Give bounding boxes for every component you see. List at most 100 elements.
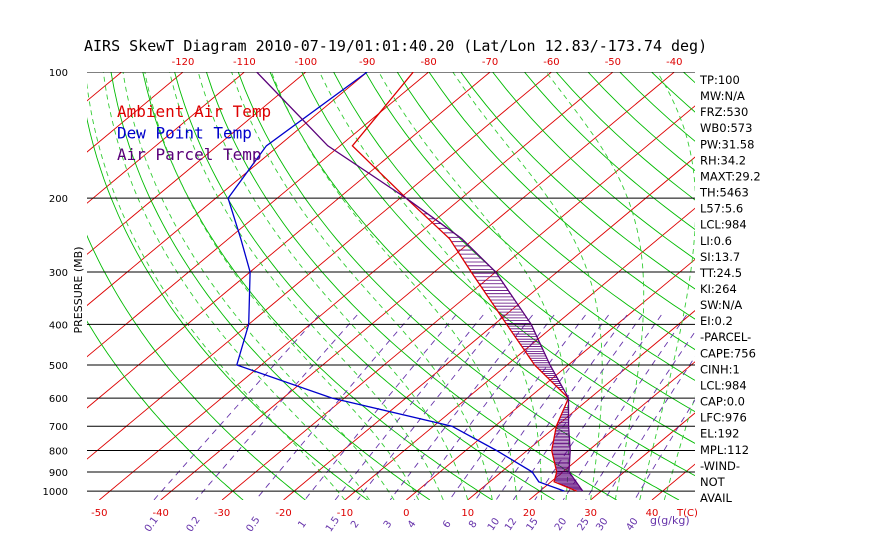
ambient-air-temp-trace — [351, 72, 577, 492]
top-temperature-tick-label: -40 — [666, 57, 682, 68]
legend: Ambient Air Temp Dew Point Temp Air Parcel… — [117, 102, 271, 164]
mixing-ratio-tick-label: 8 — [467, 519, 480, 531]
mixing-ratio-line — [357, 314, 504, 500]
top-temperature-tick-label: -80 — [420, 57, 436, 68]
dry-adiabat-line — [651, 72, 695, 113]
isotherm-line — [87, 72, 184, 153]
legend-entry: Ambient Air Temp — [117, 102, 271, 121]
dry-adiabat-line — [87, 320, 244, 500]
stat-label: PW:31.58 — [700, 137, 754, 151]
pressure-tick-label: 300 — [49, 268, 68, 279]
stat-label: SI:13.7 — [700, 250, 740, 264]
pressure-tick-label: 900 — [49, 468, 68, 479]
dry-adiabat-line — [842, 72, 870, 500]
moist-adiabat-line — [452, 72, 603, 500]
dry-adiabat-line — [174, 72, 555, 500]
stat-label: CAPE:756 — [700, 346, 756, 360]
isotherm-line — [87, 72, 368, 307]
sounding-traces — [227, 72, 584, 492]
stat-label: WB0:573 — [700, 121, 752, 135]
dry-adiabat-line — [396, 72, 695, 351]
stat-label: SW:N/A — [700, 298, 742, 312]
stat-label: MPL:112 — [700, 443, 749, 457]
dry-adiabat-line — [87, 234, 306, 500]
mixing-ratio-line — [604, 356, 695, 500]
top-temperature-tick-label: -100 — [294, 57, 317, 68]
top-temperature-tick-label: -110 — [233, 57, 256, 68]
stat-label: LFC:976 — [700, 411, 747, 425]
dry-adiabat-line — [142, 72, 493, 500]
top-temperature-tick-label: -70 — [482, 57, 498, 68]
top-temperature-tick-label: -60 — [543, 57, 559, 68]
stat-label: -WIND- — [700, 459, 740, 473]
dry-adiabat-line — [269, 72, 695, 477]
dry-adiabat-line — [205, 72, 617, 500]
stat-label: MAXT:29.2 — [700, 169, 761, 183]
bottom-temperature-tick-label: 40 — [646, 508, 659, 519]
moist-adiabat-line — [545, 72, 645, 500]
moist-adiabat-line — [231, 72, 493, 500]
mixing-ratio-tick-label: 20 — [553, 516, 569, 533]
mixing-ratio-line — [153, 314, 320, 500]
stat-label: AVAIL — [700, 491, 733, 505]
mixing-ratio-line — [534, 314, 662, 500]
stat-label: L57:5.6 — [700, 202, 743, 216]
diagram-grid — [0, 72, 870, 500]
chart-title: AIRS SkewT Diagram 2010-07-19/01:01:40.2… — [84, 37, 707, 55]
pressure-tick-label: 100 — [49, 68, 68, 79]
mixing-ratio-tick-label: 0.5 — [245, 515, 263, 534]
pressure-tick-label: 500 — [49, 361, 68, 372]
pressure-tick-label: 800 — [49, 447, 68, 458]
stat-label: FRZ:530 — [700, 105, 748, 119]
moist-adiabat-line — [122, 72, 395, 500]
dry-adiabat-line — [811, 72, 870, 500]
pressure-tick-label: 700 — [49, 422, 68, 433]
isotherm-line — [87, 72, 429, 358]
legend-entry: Dew Point Temp — [117, 124, 252, 143]
air-parcel-temp-trace — [256, 72, 584, 492]
mixing-ratio-tick-label: 12 — [503, 516, 519, 533]
dry-adiabat-line — [333, 72, 695, 413]
dry-adiabat-line — [460, 72, 695, 290]
stat-label: KI:264 — [700, 282, 737, 296]
dry-adiabat-line — [237, 72, 680, 500]
moist-adiabat-line — [639, 72, 695, 500]
mixing-ratio-line — [475, 314, 609, 500]
isotherm-line — [406, 258, 695, 500]
y-axis-label: PRESSURE (MB) — [72, 247, 85, 334]
isotherm-line — [87, 72, 307, 255]
mixing-ratio-tick-label: 1 — [296, 519, 309, 531]
pressure-tick-label: 1000 — [43, 487, 68, 498]
dry-adiabat-line — [301, 72, 695, 444]
legend-entry: Air Parcel Temp — [117, 145, 262, 164]
stat-label: TH:5463 — [699, 186, 749, 200]
stat-label: LCL:984 — [700, 218, 747, 232]
bottom-temperature-tick-label: 10 — [461, 508, 474, 519]
stat-label: -PARCEL- — [700, 330, 751, 344]
dry-adiabat-line — [524, 72, 695, 230]
isotherm-line — [87, 72, 491, 409]
isotherm-line — [160, 72, 675, 500]
pressure-tick-label: 400 — [49, 320, 68, 331]
mixing-ratio-line — [512, 314, 643, 500]
isotherm-line — [0, 72, 60, 500]
isotherm-line — [528, 361, 695, 500]
bottom-temperature-tick-label: -40 — [153, 508, 169, 519]
mixing-ratio-unit-label: g(g/kg) — [650, 514, 690, 527]
stat-label: RH:34.2 — [700, 153, 746, 167]
isotherm-line — [98, 72, 614, 500]
mixing-ratio-line — [449, 314, 586, 500]
dry-adiabat-line — [619, 72, 695, 142]
stat-label: CAP:0.0 — [700, 395, 745, 409]
stat-label: LCL:984 — [700, 378, 747, 392]
dry-adiabat-line — [747, 72, 870, 500]
isotherm-line — [467, 310, 695, 500]
isotherm-line — [87, 72, 552, 460]
mixing-ratio-tick-label: 4 — [406, 519, 419, 531]
mixing-ratio-line — [334, 314, 484, 500]
moist-adiabat-line — [87, 82, 346, 500]
isotherm-line — [87, 72, 122, 102]
mixing-ratio-line — [634, 399, 695, 500]
